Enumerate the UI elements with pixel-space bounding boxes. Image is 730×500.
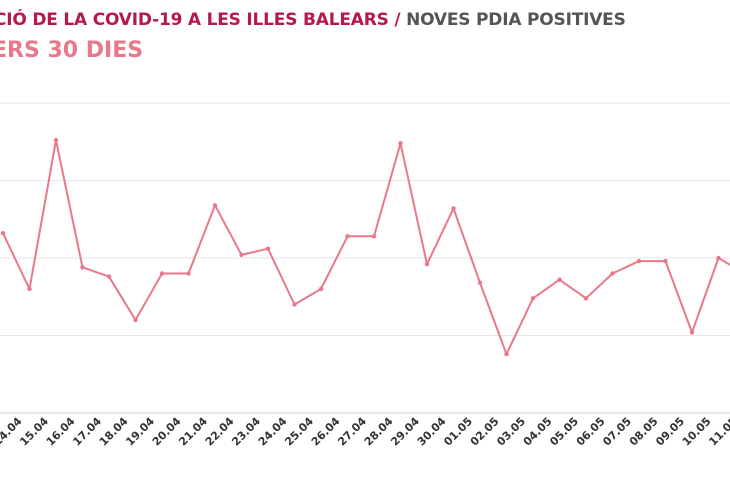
title-separator: / xyxy=(394,10,401,30)
data-point xyxy=(159,271,165,276)
x-tick-label: 03.05 xyxy=(494,415,528,449)
data-point xyxy=(530,296,536,301)
x-tick-label: 08.05 xyxy=(627,415,661,449)
x-tick-label: 24.04 xyxy=(256,415,290,449)
x-axis-labels: 14.0415.0416.0417.0418.0419.0420.0421.04… xyxy=(0,415,730,449)
data-point xyxy=(318,286,324,292)
data-point xyxy=(689,330,695,335)
data-point xyxy=(212,203,218,208)
data-point xyxy=(133,317,138,323)
data-point xyxy=(186,271,191,276)
x-tick-label: 11.05 xyxy=(706,415,730,449)
x-tick-label: 27.04 xyxy=(335,415,369,449)
data-point xyxy=(504,351,509,357)
x-tick-label: 19.04 xyxy=(123,415,157,449)
data-point xyxy=(636,258,642,264)
x-tick-label: 04.05 xyxy=(521,415,555,449)
data-point xyxy=(371,234,377,239)
x-tick-label: 17.04 xyxy=(70,415,104,449)
data-point xyxy=(583,296,589,301)
x-tick-label: 21.04 xyxy=(176,415,210,449)
chart-title: CIÓ DE LA COVID-19 A LES ILLES BALEARS /… xyxy=(0,10,626,30)
x-tick-label: 10.05 xyxy=(680,415,714,449)
x-tick-label: 25.04 xyxy=(282,415,316,449)
data-point xyxy=(265,246,271,251)
gridlines xyxy=(0,102,730,414)
data-point xyxy=(292,302,297,307)
data-point xyxy=(27,286,32,292)
data-point xyxy=(663,258,668,264)
x-tick-label: 28.04 xyxy=(362,415,396,449)
data-point xyxy=(398,141,403,146)
x-tick-label: 15.04 xyxy=(17,415,51,449)
data-point xyxy=(716,255,721,261)
x-tick-label: 26.04 xyxy=(309,415,343,449)
x-tick-label: 02.05 xyxy=(468,415,502,449)
chart-subtitle: ERS 30 DIES xyxy=(0,38,144,63)
x-tick-label: 01.05 xyxy=(441,415,475,449)
x-tick-label: 06.05 xyxy=(574,415,608,449)
x-tick-label: 29.04 xyxy=(388,415,422,449)
data-point xyxy=(451,206,456,211)
data-point xyxy=(477,280,483,285)
x-tick-label: 16.04 xyxy=(44,415,78,449)
data-point xyxy=(80,265,85,270)
x-tick-label: 05.05 xyxy=(547,415,581,449)
series-line-group xyxy=(0,138,730,357)
x-tick-label: 30.04 xyxy=(415,415,449,449)
data-point xyxy=(610,271,615,276)
x-tick-label: 23.04 xyxy=(229,415,263,449)
x-tick-label: 20.04 xyxy=(150,415,184,449)
data-point xyxy=(345,234,350,239)
data-point xyxy=(557,277,562,282)
series-line xyxy=(2,139,730,356)
data-point xyxy=(53,138,59,143)
data-point xyxy=(0,231,6,236)
data-point xyxy=(239,252,244,258)
title-main: CIÓ DE LA COVID-19 A LES ILLES BALEARS xyxy=(0,10,389,30)
x-tick-label: 07.05 xyxy=(600,415,634,449)
data-point xyxy=(424,262,430,267)
x-tick-label: 09.05 xyxy=(653,415,687,449)
data-point xyxy=(106,274,112,279)
x-tick-label: 22.04 xyxy=(203,415,237,449)
title-secondary: NOVES PDIA POSITIVES xyxy=(406,10,626,30)
x-tick-label: 18.04 xyxy=(97,415,131,449)
